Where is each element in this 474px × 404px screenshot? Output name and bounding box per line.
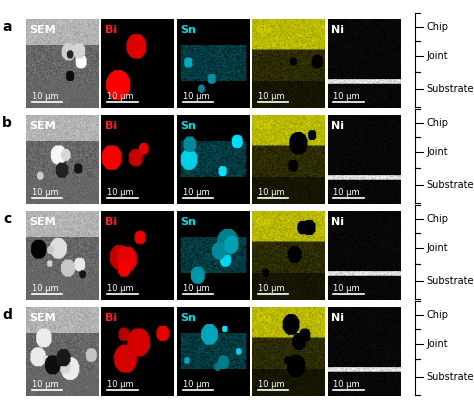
Text: 10 μm: 10 μm [258,188,284,197]
Text: Joint: Joint [427,339,448,349]
Text: Substrate: Substrate [427,276,474,286]
Text: c: c [3,212,11,226]
Text: Joint: Joint [427,147,448,157]
Text: 10 μm: 10 μm [182,92,209,101]
Text: Joint: Joint [427,243,448,253]
Text: d: d [2,308,12,322]
Text: Sn: Sn [181,313,196,323]
Text: 10 μm: 10 μm [333,284,360,293]
Text: 10 μm: 10 μm [258,284,284,293]
Text: Cu: Cu [256,121,272,131]
Text: 10 μm: 10 μm [32,284,58,293]
Text: Ni: Ni [331,217,344,227]
Text: 10 μm: 10 μm [32,92,58,101]
Text: 10 μm: 10 μm [182,284,209,293]
Text: Ni: Ni [331,313,344,323]
Text: 10 μm: 10 μm [333,92,360,101]
Text: Cu: Cu [256,217,272,227]
Text: 10 μm: 10 μm [182,188,209,197]
Text: Chip: Chip [427,310,448,320]
Text: Sn: Sn [181,121,196,131]
Text: Bi: Bi [105,121,117,131]
Text: a: a [2,20,12,34]
Text: 10 μm: 10 μm [32,380,58,389]
Text: Bi: Bi [105,313,117,323]
Text: b: b [2,116,12,130]
Text: Substrate: Substrate [427,84,474,94]
Text: Cu: Cu [256,25,272,35]
Text: 10 μm: 10 μm [32,188,58,197]
Text: 10 μm: 10 μm [333,380,360,389]
Text: 10 μm: 10 μm [258,380,284,389]
Text: 10 μm: 10 μm [107,188,134,197]
Text: Sn: Sn [181,25,196,35]
Text: Ni: Ni [331,121,344,131]
Text: Chip: Chip [427,22,448,32]
Text: SEM: SEM [30,121,56,131]
Text: Chip: Chip [427,118,448,128]
Text: 10 μm: 10 μm [107,380,134,389]
Text: SEM: SEM [30,313,56,323]
Text: SEM: SEM [30,217,56,227]
Text: Cu: Cu [256,313,272,323]
Text: Bi: Bi [105,25,117,35]
Text: 10 μm: 10 μm [107,92,134,101]
Text: Chip: Chip [427,214,448,224]
Text: Substrate: Substrate [427,372,474,382]
Text: 10 μm: 10 μm [333,188,360,197]
Text: Substrate: Substrate [427,180,474,190]
Text: Sn: Sn [181,217,196,227]
Text: SEM: SEM [30,25,56,35]
Text: Bi: Bi [105,217,117,227]
Text: 10 μm: 10 μm [258,92,284,101]
Text: Joint: Joint [427,51,448,61]
Text: 10 μm: 10 μm [107,284,134,293]
Text: Ni: Ni [331,25,344,35]
Text: 10 μm: 10 μm [182,380,209,389]
